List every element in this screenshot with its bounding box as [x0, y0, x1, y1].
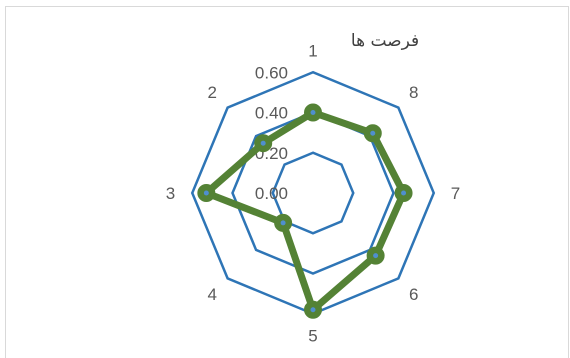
data-point-center-2: [260, 140, 266, 146]
grid-ring-1: [271, 151, 355, 235]
category-label-7: 7: [451, 184, 460, 203]
data-point-center-3: [203, 190, 209, 196]
category-label-8: 8: [409, 83, 418, 102]
chart-frame: [5, 6, 569, 358]
category-labels: 1 2 3 4 5 6 7 8: [166, 42, 460, 346]
category-label-6: 6: [409, 285, 418, 304]
category-label-3: 3: [166, 184, 175, 203]
data-point-center-6: [373, 253, 379, 259]
category-label-2: 2: [208, 83, 217, 102]
chart-title: فرصت ها: [351, 31, 419, 51]
tick-label-0.40: 0.40: [255, 104, 288, 123]
data-point-center-1: [310, 110, 316, 115]
data-point-center-7: [401, 190, 407, 196]
category-label-5: 5: [308, 326, 317, 345]
category-label-1: 1: [308, 42, 317, 61]
data-point-center-8: [370, 130, 376, 136]
tick-label-0.00: 0.00: [255, 184, 288, 203]
data-point-center-4: [280, 220, 286, 226]
tick-label-0.60: 0.60: [255, 63, 288, 82]
series-layer: [197, 103, 413, 319]
radial-tick-labels: 0.000.200.400.60: [255, 63, 288, 203]
data-point-center-5: [310, 307, 316, 313]
category-label-4: 4: [208, 285, 217, 304]
